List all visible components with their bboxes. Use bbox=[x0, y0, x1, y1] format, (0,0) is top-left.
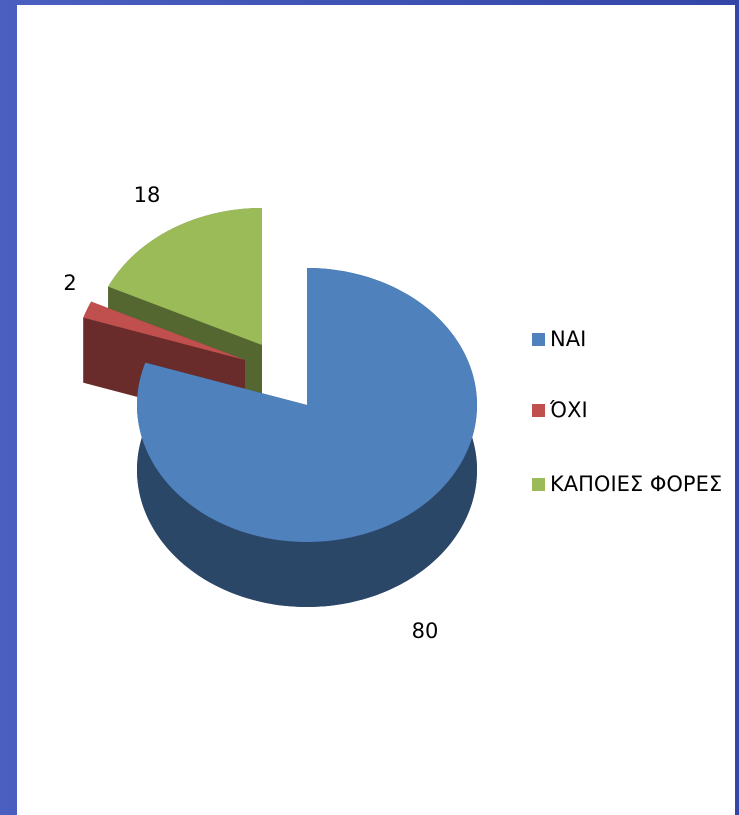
slice bbox=[137, 268, 477, 542]
legend-swatch bbox=[532, 333, 545, 346]
slice bbox=[83, 301, 245, 360]
legend-swatch bbox=[532, 478, 545, 491]
slice-wall bbox=[83, 301, 92, 383]
data-label: 2 bbox=[63, 271, 76, 295]
legend-swatch bbox=[532, 404, 545, 417]
slice bbox=[108, 208, 262, 345]
legend-label: ΌΧΙ bbox=[549, 398, 588, 422]
legend-label: ΝΑΙ bbox=[550, 327, 586, 351]
legend-label: ΚΑΠΟΙΕΣ ΦΟΡΕΣ bbox=[550, 472, 722, 496]
data-label: 80 bbox=[412, 619, 439, 643]
data-label: 18 bbox=[134, 183, 161, 207]
